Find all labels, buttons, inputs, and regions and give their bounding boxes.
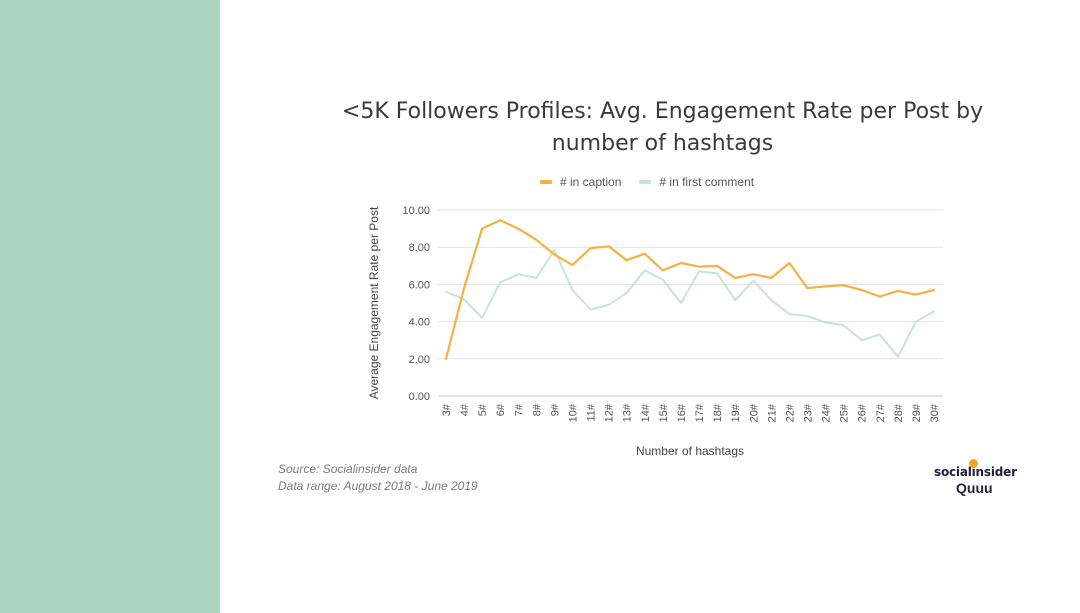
x-tick-label: 16#	[676, 403, 688, 422]
x-tick-label: 27#	[875, 403, 887, 422]
x-tick-label: 4#	[459, 403, 471, 416]
series-line-caption	[444, 219, 936, 360]
y-axis-title: Average Engagement Rate per Post	[367, 206, 381, 399]
x-tick-label: 24#	[821, 403, 833, 422]
legend-label-first-comment: # in first comment	[659, 175, 755, 189]
x-tick-label: 23#	[802, 403, 814, 422]
y-tick-label: 4.00	[409, 317, 430, 329]
x-tick-label: 7#	[513, 403, 525, 416]
x-tick-label: 3#	[441, 403, 453, 416]
x-tick-label: 8#	[531, 403, 543, 416]
x-tick-label: 20#	[748, 403, 760, 422]
x-tick-label: 15#	[658, 403, 670, 422]
x-tick-label: 17#	[694, 403, 706, 422]
x-tick-label: 10#	[568, 403, 580, 422]
x-tick-label: 14#	[640, 403, 652, 422]
chart-legend: # in caption # in first comment	[540, 174, 754, 190]
x-tick-label: 28#	[893, 403, 905, 422]
y-tick-label: 8.00	[409, 242, 430, 254]
legend-label-caption: # in caption	[560, 175, 622, 189]
x-axis-title: Number of hashtags	[636, 444, 744, 458]
y-tick-label: 2.00	[409, 354, 430, 366]
x-tick-label: 12#	[604, 403, 616, 422]
logo-sub-text: Quuu	[956, 480, 993, 496]
x-tick-label: 19#	[730, 403, 742, 422]
x-tick-label: 11#	[586, 403, 598, 421]
x-tick-label: 22#	[784, 403, 796, 422]
x-tick-label: 18#	[712, 403, 724, 422]
source-text: Source: Socialinsider data	[278, 462, 418, 476]
x-tick-label: 30#	[929, 403, 941, 422]
series-line-first-comment	[445, 249, 935, 358]
y-tick-label: 10.00	[402, 205, 430, 217]
brand-logo: socialinsider Quuu	[934, 459, 1024, 496]
y-tick-label: 6.00	[409, 279, 430, 291]
x-tick-label: 9#	[549, 403, 561, 416]
logo-brand-label: socialinsider	[934, 465, 1017, 479]
legend-swatch-caption	[540, 180, 552, 184]
logo-dot-icon	[969, 459, 978, 468]
x-tick-label: 21#	[766, 403, 778, 422]
x-tick-label: 29#	[911, 403, 923, 422]
x-tick-label: 13#	[622, 403, 634, 422]
left-accent-panel	[0, 0, 220, 613]
y-tick-label: 0.00	[409, 391, 430, 403]
x-tick-label: 25#	[839, 403, 851, 422]
line-chart: 0.00 2.00 4.00 6.00 8.00 10.00 3# 4# 5# 6# 7# 8# 9# 1…	[367, 205, 943, 458]
legend-swatch-first-comment	[639, 180, 652, 184]
source-note: Source: Socialinsider data Data range: A…	[278, 461, 478, 495]
x-tick-label: 26#	[857, 403, 869, 422]
data-range-text: Data range: August 2018 - June 2019	[278, 479, 478, 493]
x-tick-label: 6#	[495, 403, 507, 416]
legend-item-first-comment: # in first comment	[639, 175, 754, 189]
logo-brand-text: socialinsider	[934, 459, 1024, 479]
legend-item-caption: # in caption	[540, 175, 621, 189]
x-tick-label: 5#	[477, 403, 489, 416]
chart-title: <5K Followers Profiles: Avg. Engagement …	[341, 99, 984, 156]
